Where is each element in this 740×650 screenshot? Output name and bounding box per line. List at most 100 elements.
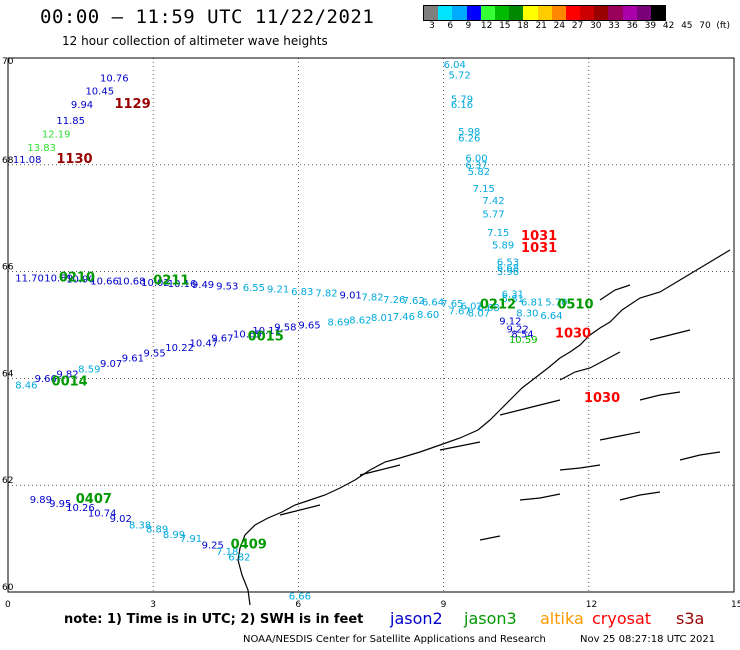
colorbar-label: 27 (571, 21, 584, 31)
wave-height-label: 5.79 (451, 95, 473, 106)
wave-height-label: 8.54 (511, 330, 533, 341)
x-tick-label: 15 (731, 600, 740, 610)
wave-height-label: 11.70 (15, 274, 44, 285)
colorbar-label: 33 (608, 21, 620, 31)
lat-lon-grid (8, 58, 734, 592)
pass-time-label: 1030 (584, 391, 620, 406)
colorbar-label: 15 (499, 21, 511, 31)
wave-height-label: 10.59 (509, 335, 538, 346)
wave-height-label: 6.00 (465, 153, 487, 164)
colorbar-label: 18 (517, 21, 529, 31)
wave-height-label: 7.26 (383, 295, 405, 306)
wave-height-label: 9.01 (340, 291, 362, 302)
pass-time-label: 1031 (521, 229, 557, 244)
pass-time-label: 0211 (153, 273, 189, 288)
wave-height-label: 6.82 (228, 552, 250, 563)
y-tick-label: 60 (2, 583, 14, 593)
wave-height-label: 5.81 (502, 294, 524, 305)
page-title: 00:00 – 11:59 UTC 11/22/2021 (40, 6, 375, 28)
colorbar-swatch (509, 6, 524, 20)
wave-height-label: 8.30 (516, 308, 538, 319)
wave-height-label: 7.67 (448, 307, 470, 318)
y-tick-label: 68 (2, 156, 14, 166)
wave-height-label: 7.82 (315, 289, 337, 300)
wave-height-label: 10.65 (233, 330, 262, 341)
wave-height-label: 6.55 (243, 283, 265, 294)
wave-height-label: 10.74 (88, 509, 117, 520)
wave-height-label: 9.58 (274, 323, 296, 334)
colorbar-swatch (565, 6, 581, 20)
wave-height-label: 8.89 (146, 525, 168, 536)
x-tick-label: 9 (441, 600, 447, 610)
colorbar-swatch (452, 6, 467, 20)
wave-height-label: 9.55 (144, 348, 166, 359)
colorbar-label: 24 (553, 21, 566, 31)
wave-height-label: 5.89 (492, 240, 514, 251)
wave-height-label: 6.37 (465, 160, 487, 171)
wave-height-label: 9.89 (30, 495, 52, 506)
colorbar-label: 12 (480, 21, 493, 31)
wave-height-label: 9.65 (298, 321, 320, 332)
page-subtitle: 12 hour collection of altimeter wave hei… (62, 34, 328, 48)
wave-height-label: 8.60 (417, 310, 439, 321)
pass-time-label: 1031 (521, 241, 557, 256)
wave-height-label: 5.72 (448, 71, 470, 82)
wave-height-label: 9.61 (122, 354, 144, 365)
wave-height-label: 9.49 (192, 280, 214, 291)
x-tick-label: 12 (586, 600, 597, 610)
colorbar-label: 70 (699, 21, 711, 31)
colorbar-swatch (622, 6, 637, 20)
wave-height-label: 5.98 (458, 127, 480, 138)
credit-line: NOAA/NESDIS Center for Satellite Applica… (243, 634, 546, 645)
wave-height-label: 11.85 (56, 116, 85, 127)
wave-height-label: 6.68 (497, 263, 519, 274)
colorbar-swatch (594, 6, 609, 20)
wave-height-label: 8.69 (327, 317, 349, 328)
pass-time-label: 1129 (114, 97, 150, 112)
wave-height-label: 6.83 (291, 287, 313, 298)
wave-height-label: 10.66 (90, 276, 119, 287)
generated-timestamp: Nov 25 08:27:18 UTC 2021 (580, 634, 716, 645)
wave-height-label: 8.59 (78, 364, 100, 375)
colorbar-label: 30 (590, 21, 602, 31)
colorbar-swatch (551, 6, 566, 20)
wave-height-label: 6.53 (497, 258, 519, 269)
pass-time-label: 0510 (557, 297, 593, 312)
y-tick-label: 62 (2, 476, 13, 486)
wave-height-label: 10.16 (168, 279, 197, 290)
wave-height-label: 9.94 (71, 100, 93, 111)
wave-height-label: 8.01 (371, 313, 393, 324)
wave-height-label: 8.38 (129, 520, 151, 531)
pass-time-label: 0407 (76, 492, 112, 507)
y-tick-label: 64 (2, 369, 14, 379)
wave-height-label: 7.62 (402, 296, 424, 307)
wave-height-label: 9.02 (110, 514, 132, 525)
wave-height-label: 7.18 (216, 547, 238, 558)
wave-height-label: 9.25 (202, 541, 224, 552)
colorbar-swatch (636, 6, 651, 20)
wave-height-label: 13.83 (27, 143, 56, 154)
legend-altika: altika (540, 609, 584, 628)
wave-height-label: 9.67 (211, 333, 233, 344)
colorbar-swatch (466, 6, 481, 20)
norway-coastline (237, 249, 731, 606)
legend-jason3: jason3 (464, 609, 517, 628)
colorbar-label: 3 (429, 21, 435, 31)
wave-height-label: 12.19 (42, 129, 71, 140)
wave-height-label: 9.12 (499, 316, 521, 327)
pass-time-label: 0409 (231, 538, 267, 553)
wave-height-label: 9.95 (49, 499, 71, 510)
colorbar-label: 36 (626, 21, 638, 31)
colorbar-label: 39 (644, 21, 657, 31)
wave-height-label: 7.91 (180, 534, 202, 545)
wave-height-label: 10.68 (117, 276, 146, 287)
wave-height-label: 10.11 (252, 326, 281, 337)
legend-note: note: 1) Time is in UTC; 2) SWH is in fe… (64, 612, 364, 627)
wave-height-label: 8.07 (468, 308, 490, 319)
colorbar-label: 42 (662, 21, 675, 31)
y-tick-label: 66 (2, 263, 14, 273)
colorbar-label: 21 (535, 21, 547, 31)
wave-height-label: 10.26 (66, 503, 95, 514)
wave-height-label: 10.02 (141, 278, 170, 289)
